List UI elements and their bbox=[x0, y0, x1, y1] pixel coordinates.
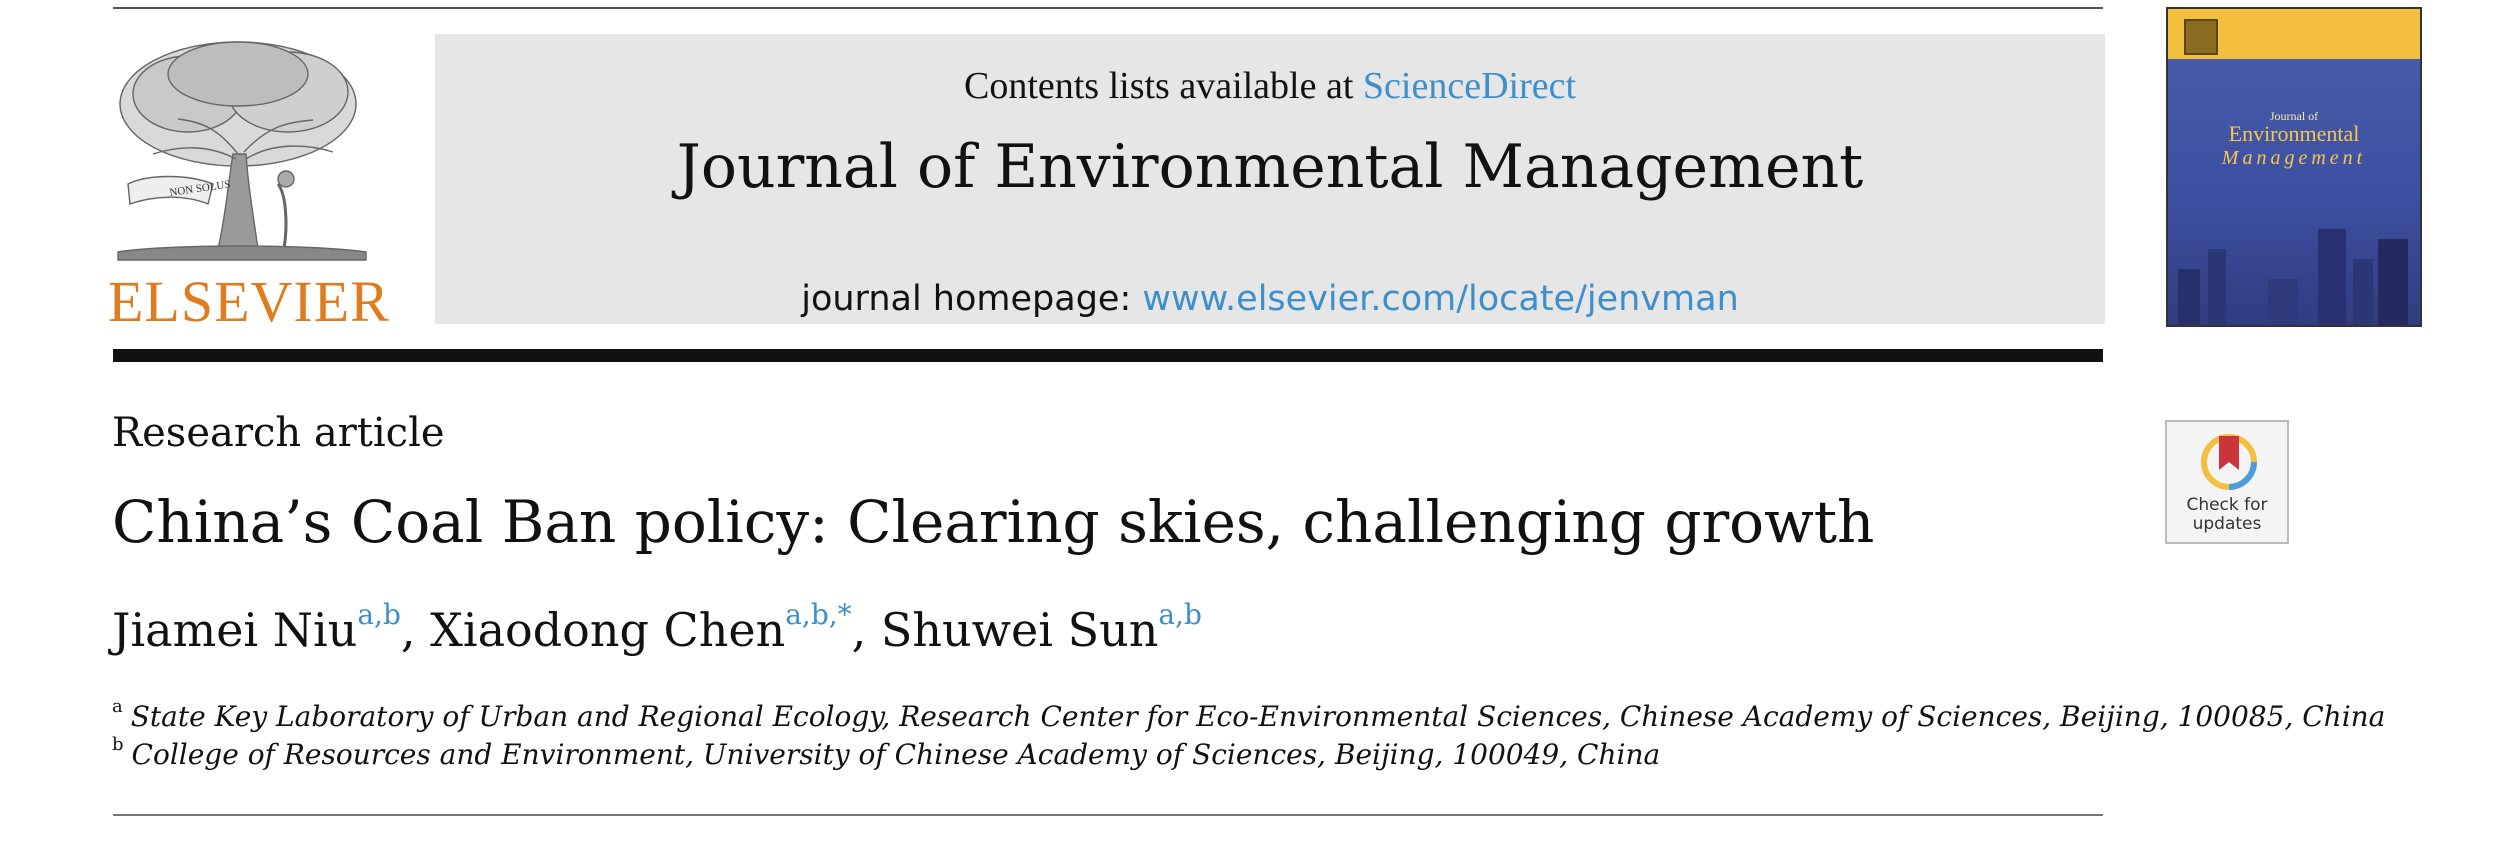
affiliation-a: a State Key Laboratory of Urban and Regio… bbox=[112, 698, 2386, 734]
journal-banner: Contents lists available at ScienceDirec… bbox=[435, 34, 2105, 324]
affiliation-mark: b bbox=[112, 734, 124, 755]
homepage-line: journal homepage: www.elsevier.com/locat… bbox=[435, 279, 2105, 319]
contents-line: Contents lists available at ScienceDirec… bbox=[435, 64, 2105, 108]
author-affiliation-marks[interactable]: a,b,* bbox=[785, 598, 852, 631]
author-affiliation-marks[interactable]: a,b bbox=[357, 598, 401, 631]
section-divider bbox=[113, 814, 2103, 816]
cover-journal-of: Journal of bbox=[2269, 109, 2319, 123]
author-name[interactable]: Jiamei Niu bbox=[112, 603, 358, 657]
top-rule bbox=[113, 7, 2103, 9]
check-line-2: updates bbox=[2192, 514, 2262, 534]
author-separator: , bbox=[400, 603, 431, 657]
tree-engraving-icon: NON SOLUS bbox=[117, 41, 367, 261]
elsevier-tree-logo[interactable]: NON SOLUS bbox=[108, 34, 374, 326]
author-name[interactable]: Shuwei Sun bbox=[880, 603, 1159, 657]
affiliation-mark: a bbox=[112, 696, 123, 717]
author-affiliation-marks[interactable]: a,b bbox=[1158, 598, 1202, 631]
check-for-updates-label: Check for updates bbox=[2167, 496, 2287, 534]
author-separator: , bbox=[851, 603, 881, 657]
header-divider bbox=[113, 349, 2103, 362]
cover-elsevier-emblem-icon bbox=[2184, 19, 2218, 55]
contents-prefix: Contents lists available at bbox=[963, 65, 1363, 107]
author-name[interactable]: Xiaodong Chen bbox=[430, 603, 786, 657]
cover-skyline-icon bbox=[2178, 229, 2408, 325]
bookmark-ring-icon bbox=[2201, 434, 2257, 490]
affiliation-b: b College of Resources and Environment, U… bbox=[112, 736, 1661, 772]
sciencedirect-link[interactable]: ScienceDirect bbox=[1362, 65, 1577, 107]
affiliation-text: College of Resources and Environment, Un… bbox=[131, 738, 1661, 771]
author-list: Jiamei Niua,b, Xiaodong Chena,b,*, Shuwe… bbox=[112, 601, 1202, 658]
affiliation-text: State Key Laboratory of Urban and Region… bbox=[130, 700, 2386, 733]
journal-title: Journal of Environmental Management bbox=[676, 132, 1864, 202]
journal-homepage-link[interactable]: www.elsevier.com/locate/jenvman bbox=[1142, 279, 1739, 319]
publisher-name: ELSEVIER bbox=[108, 269, 390, 334]
cover-management: Management bbox=[2221, 147, 2367, 169]
journal-cover-image[interactable]: Journal of Environmental Management bbox=[2166, 7, 2422, 327]
check-line-1: Check for bbox=[2186, 495, 2268, 515]
article-title: China’s Coal Ban policy: Clearing skies,… bbox=[112, 488, 1875, 556]
cover-environmental: Environmental bbox=[2228, 121, 2360, 146]
article-type: Research article bbox=[112, 410, 445, 456]
homepage-prefix: journal homepage: bbox=[801, 279, 1143, 319]
check-for-updates-button[interactable]: Check for updates bbox=[2165, 420, 2289, 544]
